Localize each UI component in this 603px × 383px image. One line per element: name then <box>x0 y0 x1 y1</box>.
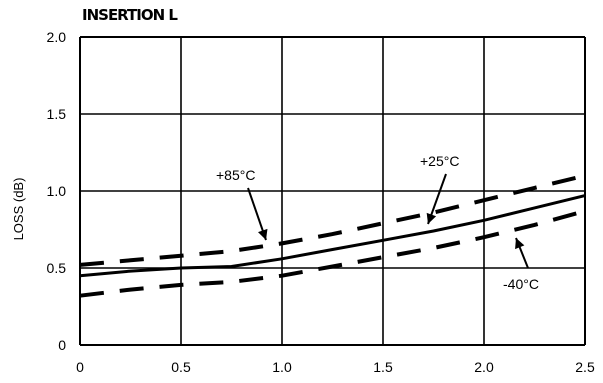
series-line <box>80 176 585 265</box>
x-tick-label: 1.5 <box>373 359 393 375</box>
series-annotation-label: -40°C <box>503 276 539 292</box>
x-tick-label: 0 <box>76 359 84 375</box>
x-tick-label: 2.5 <box>575 359 595 375</box>
y-tick-label: 1.0 <box>47 183 67 199</box>
x-tick-label: 1.0 <box>272 359 292 375</box>
series-annotation-label: +85°C <box>216 167 255 183</box>
y-tick-label: 1.5 <box>47 106 67 122</box>
y-tick-label: 2.0 <box>47 29 67 45</box>
series-annotation-label: +25°C <box>420 153 459 169</box>
y-tick-label: 0 <box>58 337 66 353</box>
x-tick-label: 2.0 <box>474 359 494 375</box>
y-tick-label: 0.5 <box>47 260 67 276</box>
y-axis-label: LOSS (dB) <box>11 178 26 241</box>
x-tick-label: 0.5 <box>171 359 191 375</box>
annotation-arrow-head <box>258 229 267 240</box>
